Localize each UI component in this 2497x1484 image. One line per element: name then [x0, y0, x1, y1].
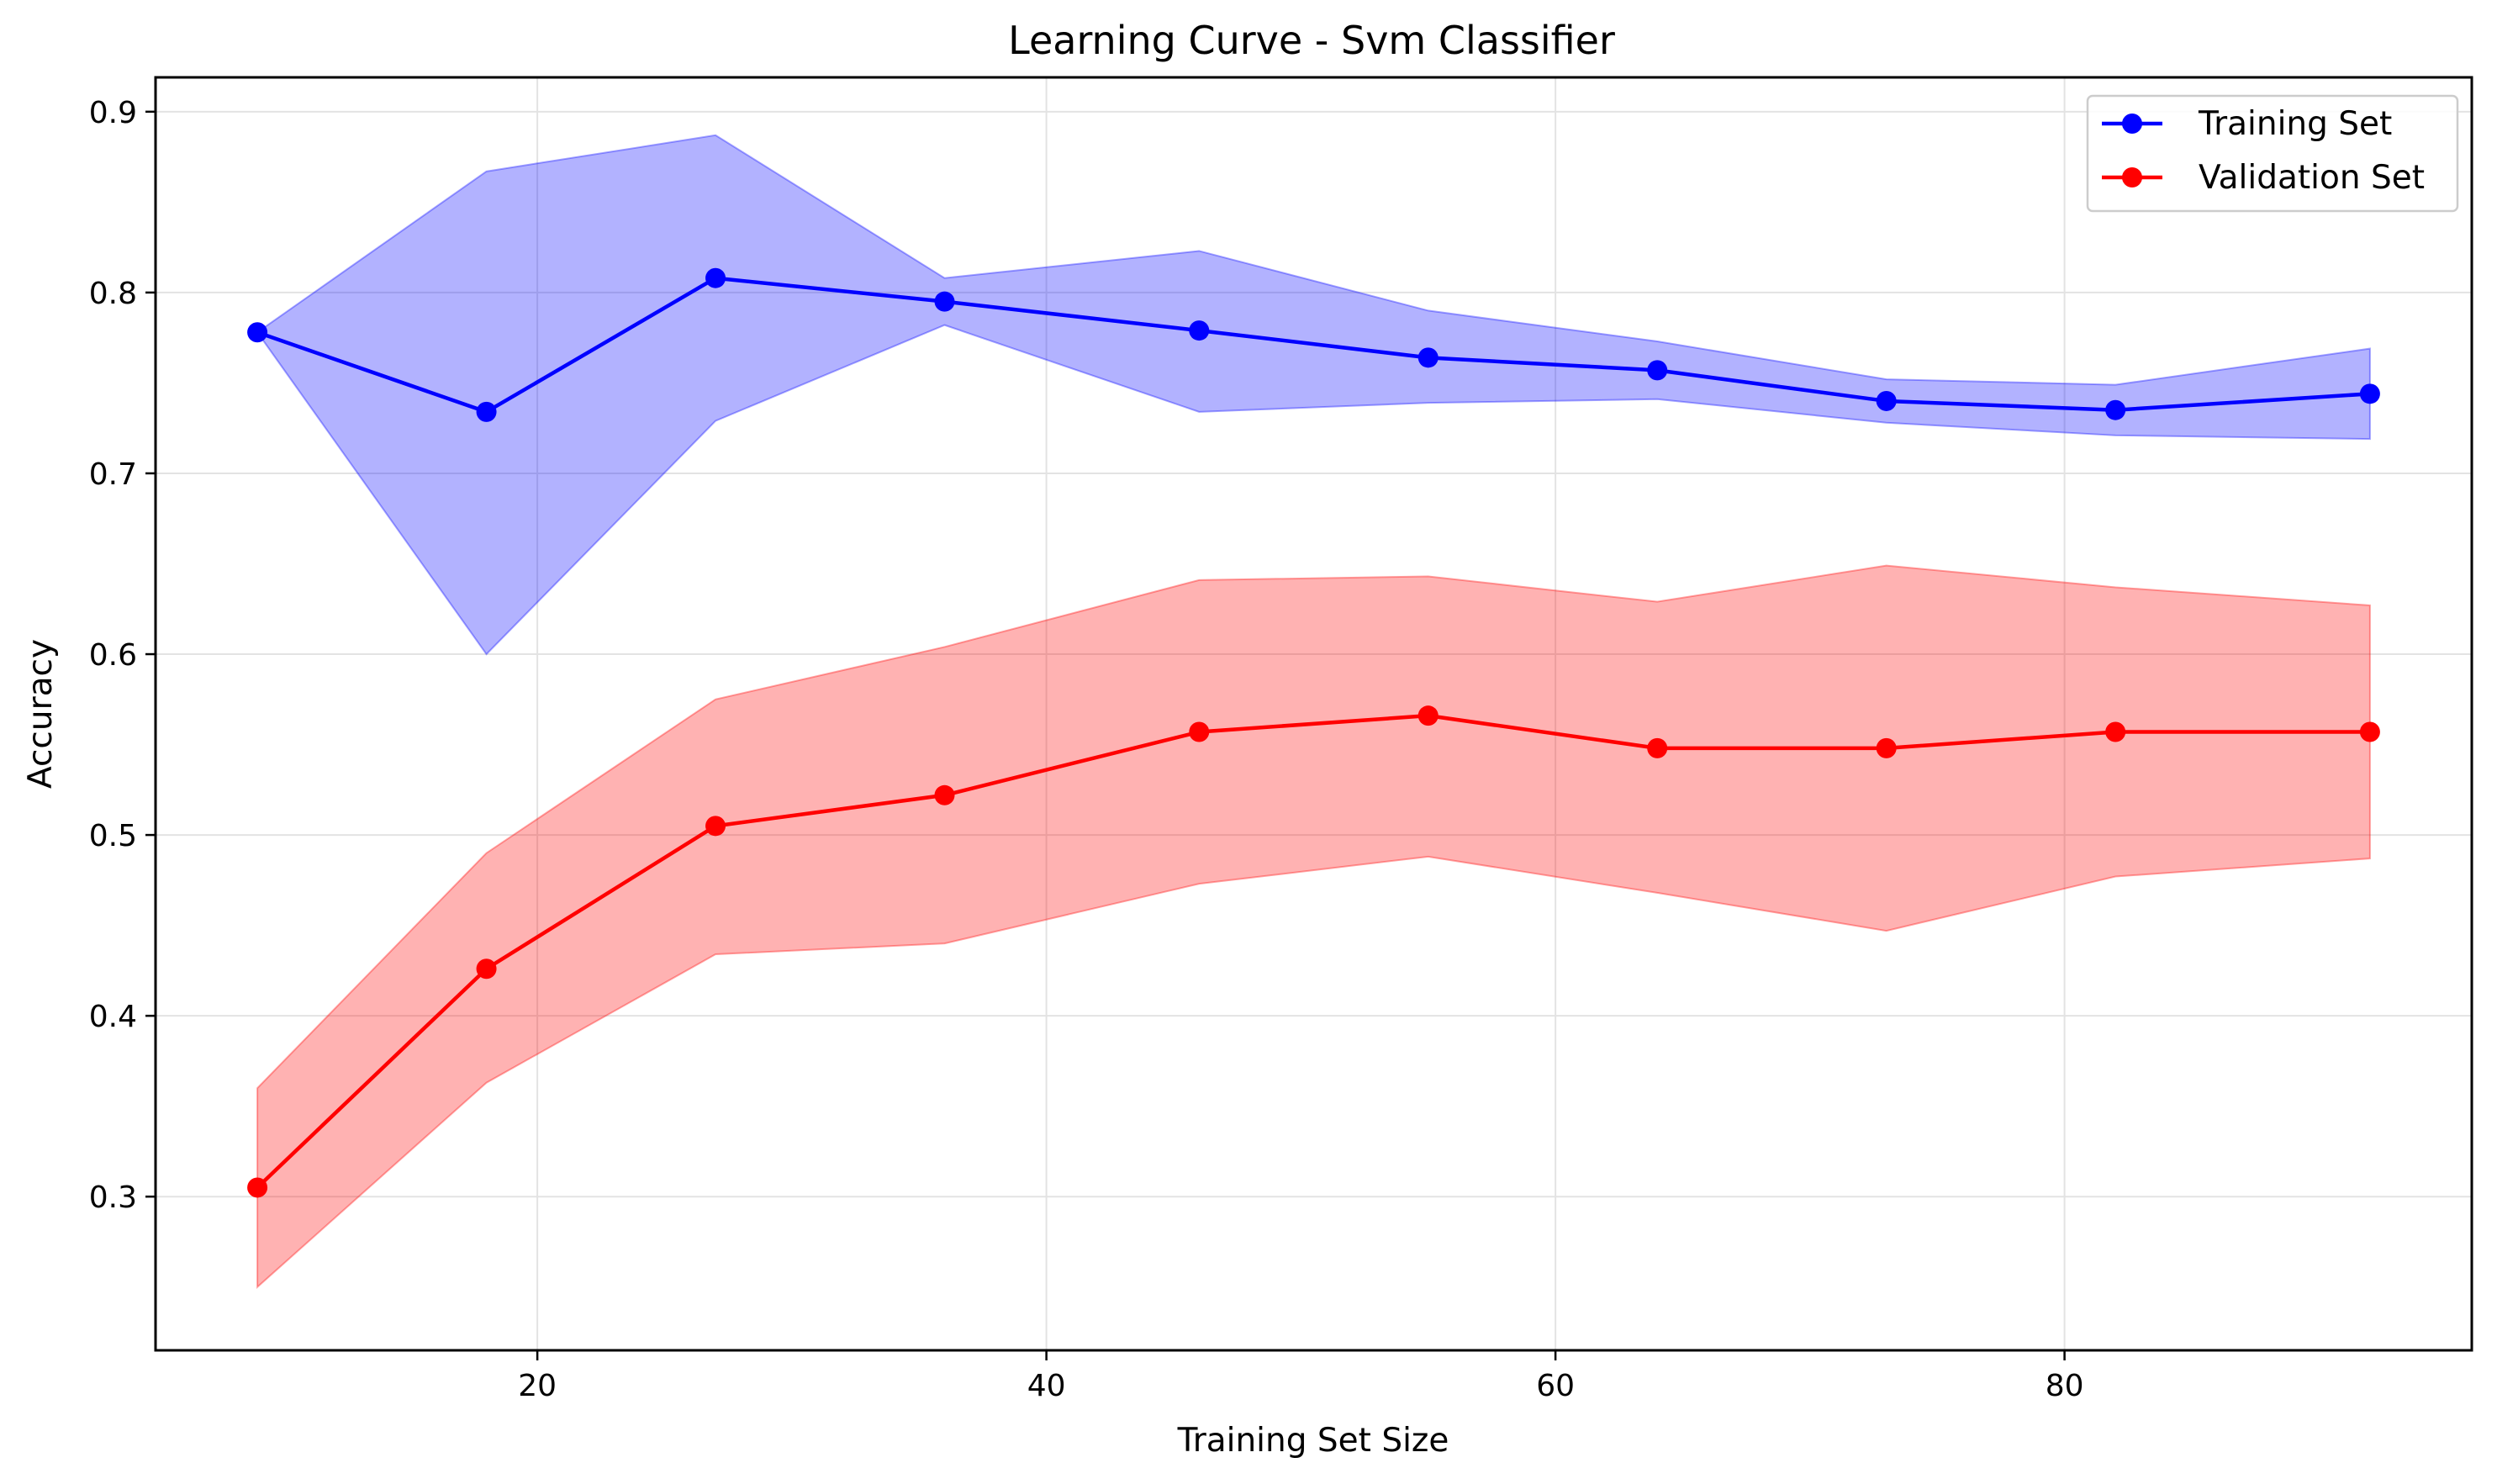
y-tick-label: 0.3	[89, 1180, 137, 1215]
training-data-point	[1189, 320, 1210, 341]
legend-training-marker	[2122, 114, 2142, 134]
training-data-point	[247, 322, 268, 343]
y-tick-label: 0.9	[89, 96, 137, 130]
y-tick-label: 0.6	[89, 638, 137, 673]
training-data-point	[934, 291, 955, 312]
training-data-point	[1647, 360, 1668, 381]
training-data-point	[1417, 347, 1439, 368]
x-tick-label: 20	[518, 1369, 557, 1403]
y-tick-label: 0.4	[89, 1000, 137, 1034]
training-data-point	[2359, 383, 2380, 404]
validation-data-point	[2359, 721, 2380, 742]
x-axis-title: Training Set Size	[1177, 1422, 1449, 1460]
training-series-line	[256, 276, 2371, 415]
validation-data-point	[1417, 705, 1439, 726]
x-tick-label: 60	[1536, 1369, 1575, 1403]
x-tick-label: 40	[1027, 1369, 1066, 1403]
training-data-point	[476, 401, 497, 422]
validation-data-point	[476, 959, 497, 980]
legend-training-label: Training Set	[2198, 105, 2392, 143]
validation-data-point	[705, 816, 726, 837]
validation-data-point	[1647, 737, 1668, 758]
validation-confidence-band	[256, 564, 2371, 1289]
legend-validation-marker	[2122, 167, 2142, 187]
chart-title: Learning Curve - Svm Classifier	[1008, 18, 1615, 63]
legend-validation-label: Validation Set	[2199, 159, 2425, 197]
validation-data-point	[1876, 737, 1897, 758]
plot-frame	[154, 76, 2473, 1352]
grid-layer	[156, 77, 2472, 1350]
training-data-point	[2105, 399, 2126, 420]
y-tick-label: 0.5	[89, 819, 137, 853]
validation-data-point	[2105, 721, 2126, 742]
legend: Training Set Validation Set	[2086, 94, 2459, 213]
y-tick-label: 0.8	[89, 277, 137, 311]
x-tick-label: 80	[2046, 1369, 2084, 1403]
training-data-point	[1876, 390, 1897, 411]
validation-data-point	[1189, 721, 1210, 742]
series-lines	[256, 276, 2371, 1190]
training-data-point	[705, 267, 726, 288]
validation-data-point	[247, 1177, 268, 1198]
validation-series-line	[256, 713, 2370, 1190]
validation-data-point	[934, 784, 955, 805]
legend-box	[2086, 94, 2459, 213]
y-tick-label: 0.7	[89, 457, 137, 492]
series-markers	[247, 267, 2380, 1198]
axis-ticks: 20 40 60 80 0.3 0.4 0.5 0.6 0.7 0.8 0.9	[89, 96, 2084, 1403]
y-axis-title: Accuracy	[22, 639, 60, 789]
